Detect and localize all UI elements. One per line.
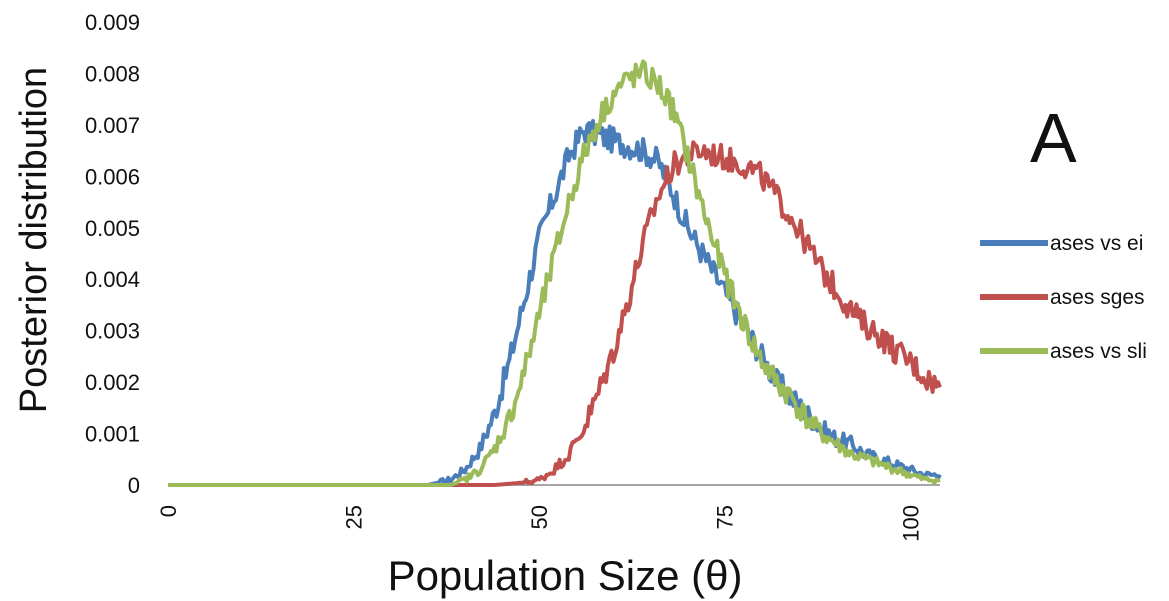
legend-label: ases vs sli bbox=[1050, 340, 1147, 363]
y-tick-label: 0.003 bbox=[85, 319, 140, 344]
y-tick-label: 0.009 bbox=[85, 10, 140, 35]
y-tick-label: 0.007 bbox=[85, 113, 140, 138]
y-tick-label: 0 bbox=[128, 473, 140, 498]
plot-series bbox=[167, 59, 942, 487]
x-tick-label: 0 bbox=[156, 505, 181, 517]
y-tick-label: 0.006 bbox=[85, 164, 140, 189]
y-axis-ticks: 0 0.001 0.002 0.003 0.004 0.005 0.006 0.007 0.00… bbox=[85, 10, 140, 498]
x-tick-label: 50 bbox=[527, 505, 552, 529]
y-tick-label: 0.004 bbox=[85, 267, 140, 292]
y-tick-label: 0.001 bbox=[85, 422, 140, 447]
panel-label: A bbox=[1030, 99, 1077, 177]
legend-label: ases vs ei bbox=[1050, 232, 1143, 255]
series-line bbox=[167, 119, 942, 487]
legend: ases vs ei ases sges ases vs sli bbox=[980, 232, 1147, 363]
x-axis-title: Population Size (θ) bbox=[388, 552, 743, 599]
legend-label: ases sges bbox=[1050, 286, 1145, 309]
y-axis-title: Posterior distribution bbox=[13, 67, 55, 413]
x-tick-label: 25 bbox=[342, 505, 367, 529]
series-line bbox=[167, 59, 941, 487]
x-tick-label: 100 bbox=[898, 505, 923, 542]
y-tick-label: 0.002 bbox=[85, 370, 140, 395]
y-tick-label: 0.008 bbox=[85, 61, 140, 86]
y-tick-label: 0.005 bbox=[85, 216, 140, 241]
x-tick-label: 75 bbox=[713, 505, 738, 529]
x-axis-ticks: 0 25 50 75 100 bbox=[156, 505, 923, 542]
